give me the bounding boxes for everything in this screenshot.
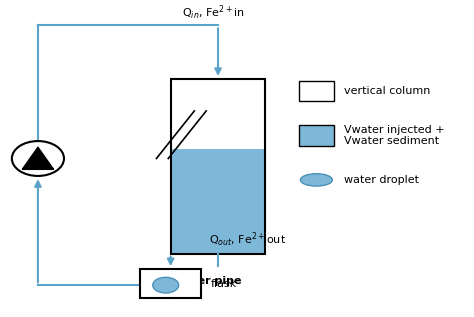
Bar [140,269,201,298]
Text: Q$_{in}$, Fe$^{2+}$in: Q$_{in}$, Fe$^{2+}$in [182,4,245,22]
Text: vertical column: vertical column [344,86,430,96]
Bar [171,79,265,149]
Ellipse shape [153,277,179,293]
Bar [171,149,265,254]
Text: Q$_{out}$, Fe$^{2+}$out: Q$_{out}$, Fe$^{2+}$out [209,230,286,249]
Polygon shape [23,147,53,169]
Bar [171,79,265,254]
Text: flask: flask [211,279,237,289]
Bar [299,125,334,146]
Circle shape [12,141,64,176]
Text: water droplet: water droplet [344,175,419,185]
Ellipse shape [301,174,332,186]
Bar [299,81,334,101]
Text: Vwater pipe: Vwater pipe [166,276,241,286]
Text: Vwater injected +
Vwater sediment: Vwater injected + Vwater sediment [344,125,444,146]
